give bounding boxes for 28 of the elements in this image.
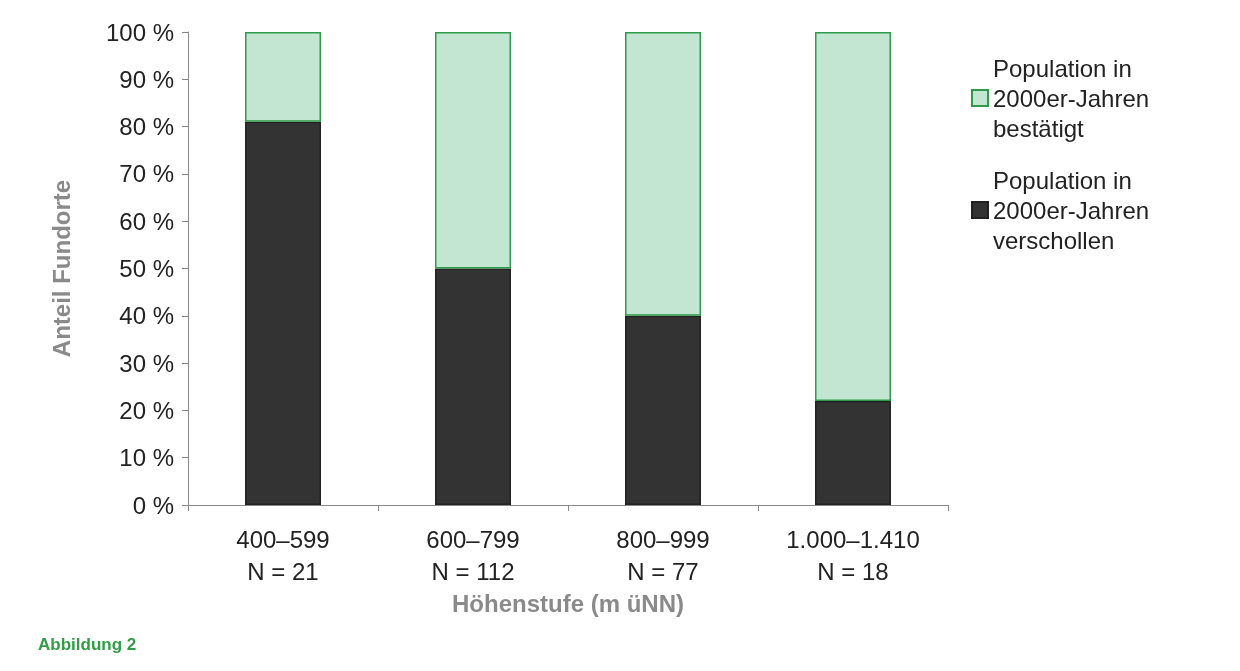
legend-label: Population in 2000er-Jahren bestätigt <box>993 54 1156 142</box>
text: Abbildung 2 <box>38 635 137 654</box>
y-tick-label: 40 % <box>119 302 174 330</box>
x-tick-label: 1.000–1.410 N = 18 <box>786 525 920 585</box>
y-tick-label: 0 % <box>132 491 174 519</box>
y-tick-label: 70 % <box>119 160 174 188</box>
bar <box>815 400 891 505</box>
y-tick-label: 10 % <box>119 444 174 472</box>
x-tick-label: 400–599 N = 21 <box>236 525 330 585</box>
y-tick-label: 100 % <box>105 18 174 46</box>
x-axis-title: Höhenstufe (m üNN) <box>452 590 684 618</box>
y-tick-label: 60 % <box>119 207 174 235</box>
bar <box>625 32 701 316</box>
y-tick-label: 90 % <box>119 65 174 93</box>
x-tick-label: 800–999 N = 77 <box>616 525 710 585</box>
y-tick-label: 50 % <box>119 255 174 282</box>
bar <box>815 32 891 401</box>
bar <box>625 315 701 505</box>
bar <box>245 32 321 122</box>
x-tick-label: 600–799 N = 112 <box>426 525 520 585</box>
bar <box>245 121 321 505</box>
y-axis-title: Anteil Fundorte <box>47 179 75 358</box>
y-tick-label: 30 % <box>119 349 174 377</box>
y-tick-label: 20 % <box>119 396 174 424</box>
legend-label: Population in 2000er-Jahren verschollen <box>993 166 1156 254</box>
bar <box>435 32 511 269</box>
bar <box>435 268 511 505</box>
y-tick-label: 80 % <box>119 113 174 141</box>
